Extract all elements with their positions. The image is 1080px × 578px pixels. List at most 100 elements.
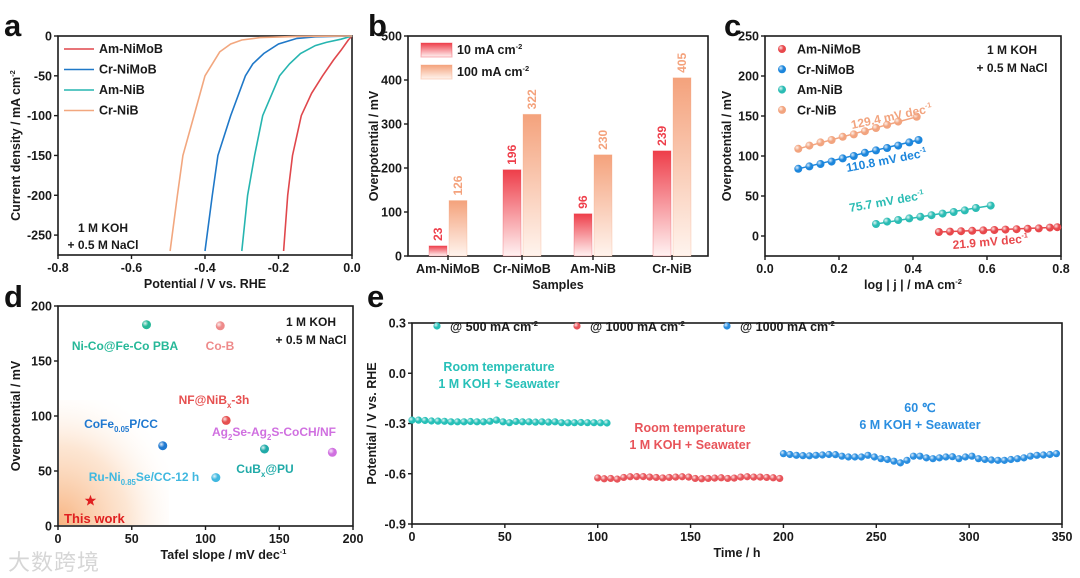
panel-e-data-point-highlight: [414, 416, 423, 424]
panel-c-data-point-highlight: [805, 141, 814, 150]
panel-c-data-point-highlight: [1012, 225, 1021, 234]
panel-c-data-point-highlight: [872, 220, 880, 228]
panel-e-x-tick-label: 250: [866, 530, 887, 544]
panel-d-highlight-region: [59, 400, 169, 525]
panel-e-data-point-highlight: [799, 452, 807, 460]
panel-d-annotation: 1 M KOH: [286, 315, 336, 329]
panel-b-legend-label: 100 mA cm-2: [457, 64, 529, 79]
panel-e-data-point-highlight: [948, 453, 957, 461]
panel-c-data-point-highlight: [1053, 223, 1062, 232]
panel-e-data-point-highlight: [981, 455, 989, 464]
panel-b-bar-value-label: 23: [431, 227, 445, 241]
panel-e-x-tick-label: 100: [587, 530, 608, 544]
panel-e-data-point-highlight: [1020, 454, 1028, 462]
panel-a-x-tick-label: -0.4: [194, 261, 216, 275]
panel-c-legend-label: Am-NiMoB: [797, 43, 861, 57]
panel-b-category-label: Am-NiB: [570, 262, 616, 276]
panel-c-legend-label: Cr-NiMoB: [797, 63, 855, 77]
panel-e-data-point-highlight: [786, 450, 794, 459]
panel-e-data-point-highlight: [596, 419, 605, 427]
panel-c-data-point-highlight: [838, 154, 847, 163]
panel-b-bar-value-label: 196: [505, 144, 519, 164]
watermark: 大数跨境: [8, 551, 101, 576]
panel-c-tafel-chart: 0 50 100 150 200 250 0.0 0.2 0.4 0.6 0.8 log | j | …: [720, 30, 1070, 293]
panel-e-data-point-highlight: [844, 453, 853, 461]
panel-d-point-label: Ni-Co@Fe-Co PBA: [72, 339, 179, 353]
panel-b-category-label: Cr-NiB: [652, 262, 692, 276]
panel-d-data-point-highlight: [260, 444, 269, 454]
panel-e-data-point-highlight: [942, 453, 950, 461]
panel-a-annotation: 1 M KOH: [78, 221, 128, 235]
panel-d-data-point-highlight: [158, 441, 168, 451]
panel-e-data-point-highlight: [987, 456, 996, 464]
panel-e-data-point-highlight: [896, 459, 905, 467]
panel-e-legend-marker-highlight: [573, 322, 581, 330]
panel-c-x-tick-label: 0.4: [904, 262, 921, 276]
panel-c-data-point-highlight: [934, 228, 943, 236]
panel-c-data-point-highlight: [979, 226, 988, 235]
panel-b-bar-value-label: 230: [596, 129, 610, 149]
panel-b-legend-label: 10 mA cm-2: [457, 42, 522, 57]
panel-b-bar: [672, 77, 692, 257]
panel-c-x-tick-label: 0.8: [1052, 262, 1069, 276]
panel-c-data-point-highlight: [1045, 223, 1054, 232]
panel-d-data-point-highlight: [142, 320, 151, 330]
panel-e-data-point-highlight: [877, 455, 885, 463]
panel-c-data-point-highlight: [816, 138, 825, 147]
panel-c-data-point-highlight: [968, 226, 977, 235]
panel-e-data-point-highlight: [531, 418, 540, 426]
panel-letter-d: d: [4, 279, 23, 314]
panel-c-data-point-highlight: [794, 164, 803, 173]
panel-e-data-point-highlight: [750, 473, 758, 481]
panel-c-y-tick-label: 150: [738, 110, 759, 124]
panel-d-point-label: Ru-Ni0.85Se/CC-12 h: [89, 470, 200, 487]
panel-e-data-point-highlight: [890, 457, 898, 465]
panel-e-data-point-highlight: [620, 473, 628, 482]
panel-e-data-point-highlight: [717, 474, 725, 482]
panel-c-y-tick-label: 250: [738, 30, 759, 44]
panel-c-y-tick-label: 200: [738, 70, 759, 84]
panel-b-bar-value-label: 96: [576, 195, 590, 209]
panel-c-data-point-highlight: [860, 148, 869, 157]
panel-e-legend-label: @ 500 mA cm-2: [450, 319, 538, 334]
panel-b-legend-swatch: [420, 42, 453, 58]
panel-c-data-point-highlight: [905, 138, 914, 147]
panel-e-data-point-highlight: [929, 455, 937, 463]
panel-d-x-axis-title: Tafel slope / mV dec-1: [161, 547, 287, 562]
panel-a-curve-Cr-NiMoB: [204, 35, 353, 252]
panel-e-data-point-highlight: [776, 474, 784, 483]
panel-e-annotation: Room temperature: [443, 360, 554, 374]
panel-c-data-point-highlight: [916, 212, 925, 221]
panel-e-legend-marker-highlight: [433, 322, 441, 330]
panel-e-data-point-highlight: [831, 451, 840, 459]
panel-a-x-axis-title: Potential / V vs. RHE: [144, 277, 266, 291]
panel-b-bar-value-label: 126: [451, 175, 465, 195]
panel-b-y-tick-label: 0: [395, 250, 402, 264]
panel-e-data-point-highlight: [737, 473, 745, 481]
panel-c-data-point-highlight: [949, 208, 958, 216]
panel-e-x-tick-label: 200: [773, 530, 794, 544]
panel-e-data-point-highlight: [763, 473, 771, 482]
panel-a-x-tick-label: -0.6: [121, 261, 143, 275]
panel-e-data-point-highlight: [672, 473, 680, 481]
panel-e-data-point-highlight: [743, 473, 751, 481]
panel-e-x-tick-label: 0: [409, 530, 416, 544]
panel-d-x-tick-label: 100: [195, 532, 216, 546]
panel-b-y-axis-title: Overpotential / mV: [367, 90, 381, 201]
panel-e-data-point-highlight: [1007, 455, 1015, 464]
panel-e-data-point-highlight: [603, 419, 611, 427]
panel-c-data-point-highlight: [1001, 225, 1010, 234]
panel-c-data-point-highlight: [957, 227, 966, 236]
panel-e-data-point-highlight: [730, 474, 738, 482]
panel-e-x-tick-label: 50: [498, 530, 512, 544]
panel-d-y-tick-label: 150: [31, 355, 52, 369]
panel-e-data-point-highlight: [691, 474, 699, 483]
panel-e-data-point-highlight: [1000, 456, 1009, 464]
panel-e-data-point-highlight: [857, 453, 866, 461]
panel-a-curve-Cr-NiB: [169, 35, 353, 252]
panel-e-y-tick-label: -0.6: [384, 467, 406, 481]
panel-e-annotation: 1 M KOH + Seawater: [629, 438, 750, 452]
panel-e-y-tick-label: 0.0: [389, 367, 406, 381]
panel-d-point-label: CuBx@PU: [236, 462, 293, 479]
